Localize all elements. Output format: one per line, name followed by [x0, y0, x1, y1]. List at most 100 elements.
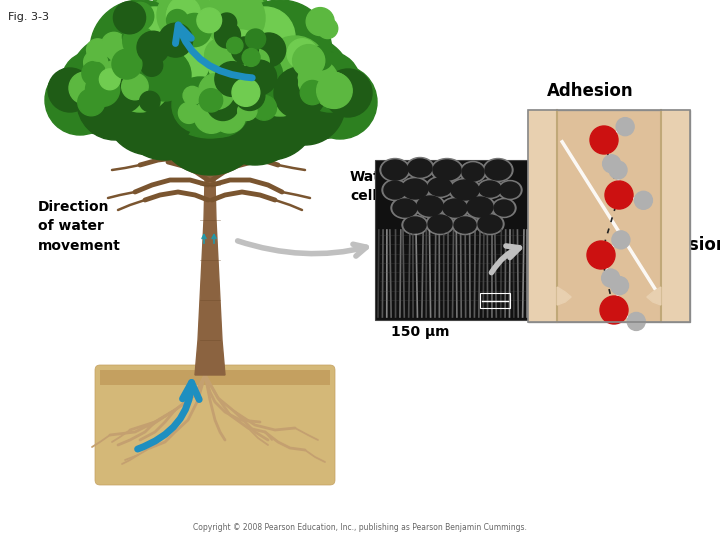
- Ellipse shape: [465, 195, 495, 219]
- Circle shape: [150, 0, 270, 90]
- Ellipse shape: [441, 198, 469, 219]
- Circle shape: [215, 62, 250, 97]
- Circle shape: [175, 0, 245, 50]
- Ellipse shape: [467, 197, 493, 217]
- Circle shape: [232, 37, 258, 64]
- Circle shape: [112, 49, 142, 79]
- Ellipse shape: [498, 180, 522, 199]
- Ellipse shape: [380, 159, 410, 181]
- Ellipse shape: [382, 179, 408, 200]
- Circle shape: [300, 80, 325, 105]
- Circle shape: [244, 49, 269, 74]
- Circle shape: [246, 34, 354, 142]
- Circle shape: [157, 0, 213, 43]
- Ellipse shape: [477, 179, 503, 199]
- Circle shape: [95, 35, 155, 95]
- Circle shape: [105, 65, 195, 155]
- Circle shape: [235, 80, 265, 111]
- Text: Copyright © 2008 Pearson Education, Inc., publishing as Pearson Benjamin Cumming: Copyright © 2008 Pearson Education, Inc.…: [193, 523, 527, 532]
- Circle shape: [82, 60, 118, 96]
- Circle shape: [48, 68, 92, 112]
- Circle shape: [611, 276, 629, 295]
- Circle shape: [228, 0, 332, 104]
- Ellipse shape: [431, 159, 463, 181]
- Circle shape: [205, 0, 265, 48]
- Circle shape: [172, 77, 228, 133]
- Circle shape: [112, 34, 228, 150]
- Circle shape: [139, 49, 191, 101]
- Circle shape: [223, 66, 317, 160]
- Circle shape: [158, 23, 192, 57]
- Ellipse shape: [415, 194, 445, 218]
- FancyBboxPatch shape: [661, 110, 690, 322]
- Ellipse shape: [404, 217, 426, 233]
- Text: Adhesion: Adhesion: [546, 82, 634, 100]
- Text: Direction
of water
movement: Direction of water movement: [38, 200, 121, 253]
- Polygon shape: [647, 287, 661, 305]
- Circle shape: [300, 52, 360, 112]
- Circle shape: [183, 86, 202, 105]
- FancyBboxPatch shape: [528, 110, 557, 322]
- Circle shape: [166, 10, 188, 31]
- Circle shape: [246, 29, 266, 49]
- Circle shape: [153, 0, 217, 62]
- Circle shape: [215, 22, 240, 48]
- Ellipse shape: [483, 159, 513, 181]
- Circle shape: [95, 10, 215, 130]
- Ellipse shape: [478, 215, 502, 233]
- Circle shape: [203, 10, 327, 134]
- Circle shape: [202, 0, 268, 63]
- Circle shape: [603, 155, 621, 173]
- Ellipse shape: [500, 182, 520, 198]
- Ellipse shape: [454, 217, 476, 233]
- Ellipse shape: [451, 180, 479, 200]
- Circle shape: [106, 59, 126, 80]
- Circle shape: [217, 13, 237, 33]
- Text: Cohesion: Cohesion: [642, 236, 720, 254]
- Circle shape: [627, 313, 645, 330]
- Circle shape: [166, 0, 197, 31]
- Ellipse shape: [384, 181, 406, 199]
- Circle shape: [140, 55, 163, 76]
- Circle shape: [612, 231, 630, 249]
- Circle shape: [274, 67, 326, 119]
- Circle shape: [609, 161, 627, 179]
- Circle shape: [127, 7, 183, 63]
- Circle shape: [68, 33, 172, 137]
- Circle shape: [587, 241, 615, 269]
- Circle shape: [190, 77, 250, 137]
- Circle shape: [99, 69, 120, 90]
- Text: 150 μm: 150 μm: [391, 325, 449, 339]
- Circle shape: [212, 100, 246, 133]
- Circle shape: [114, 2, 145, 34]
- Circle shape: [246, 48, 314, 116]
- Ellipse shape: [433, 160, 461, 180]
- Ellipse shape: [462, 163, 484, 181]
- Circle shape: [292, 45, 325, 77]
- Ellipse shape: [428, 215, 452, 233]
- Ellipse shape: [443, 199, 467, 217]
- Ellipse shape: [485, 160, 511, 180]
- Circle shape: [238, 101, 257, 120]
- Circle shape: [199, 89, 222, 112]
- Ellipse shape: [492, 199, 516, 218]
- Circle shape: [252, 33, 286, 67]
- Circle shape: [167, 0, 200, 30]
- Circle shape: [194, 99, 228, 133]
- FancyBboxPatch shape: [95, 365, 335, 485]
- Ellipse shape: [479, 181, 501, 197]
- Circle shape: [45, 65, 115, 135]
- Ellipse shape: [400, 178, 430, 200]
- Ellipse shape: [476, 213, 504, 234]
- Circle shape: [205, 65, 305, 165]
- Circle shape: [306, 8, 334, 36]
- Circle shape: [605, 181, 633, 209]
- Circle shape: [232, 78, 260, 106]
- Circle shape: [86, 72, 120, 106]
- Circle shape: [178, 14, 211, 46]
- Circle shape: [234, 75, 251, 92]
- Circle shape: [69, 72, 101, 104]
- Circle shape: [122, 73, 148, 100]
- Ellipse shape: [408, 159, 432, 177]
- Circle shape: [298, 60, 338, 100]
